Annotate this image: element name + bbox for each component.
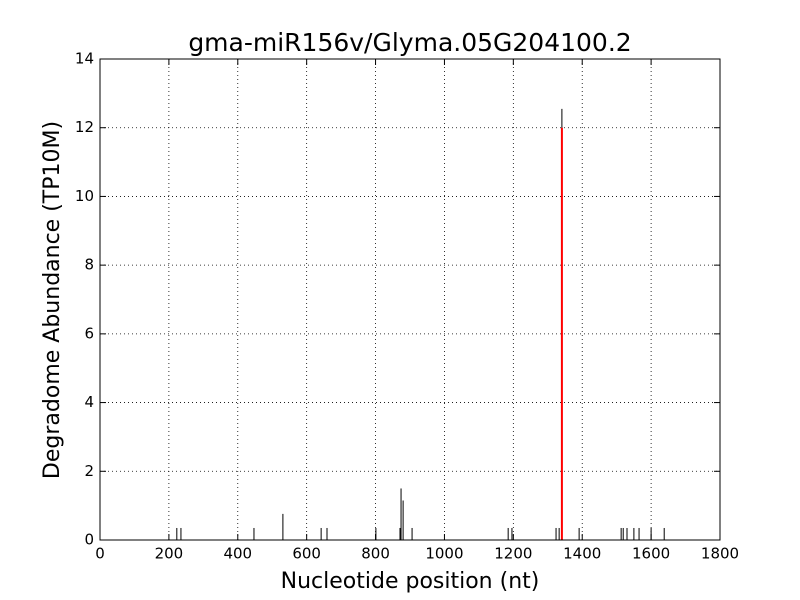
x-tick-label: 600 xyxy=(292,545,321,563)
y-tick-label: 14 xyxy=(75,50,94,68)
x-tick-label: 1000 xyxy=(425,545,463,563)
y-tick-label: 6 xyxy=(84,324,94,342)
x-tick-label: 200 xyxy=(155,545,184,563)
y-tick-label: 8 xyxy=(84,256,94,274)
x-tick-label: 1400 xyxy=(563,545,601,563)
y-tick-label: 10 xyxy=(75,187,94,205)
y-tick-label: 4 xyxy=(84,393,94,411)
y-tick-label: 2 xyxy=(84,462,94,480)
x-tick-label: 1200 xyxy=(494,545,532,563)
x-tick-label: 1800 xyxy=(701,545,739,563)
chart-title: gma-miR156v/Glyma.05G204100.2 xyxy=(188,28,631,57)
y-tick-label: 0 xyxy=(84,531,94,549)
y-axis-label: Degradome Abundance (TP10M) xyxy=(40,121,65,479)
plot-frame xyxy=(99,58,721,541)
x-tick-label: 0 xyxy=(95,545,105,563)
plot-area: 0 2 4 6 8 10 12 14 0 200 400 600 800 1000 1200 1400 1600… xyxy=(75,50,739,563)
y-tick-label: 12 xyxy=(75,118,94,136)
x-tick-label: 400 xyxy=(223,545,252,563)
x-axis-label: Nucleotide position (nt) xyxy=(281,569,540,594)
x-tick-label: 800 xyxy=(361,545,390,563)
x-tick-label: 1600 xyxy=(632,545,670,563)
